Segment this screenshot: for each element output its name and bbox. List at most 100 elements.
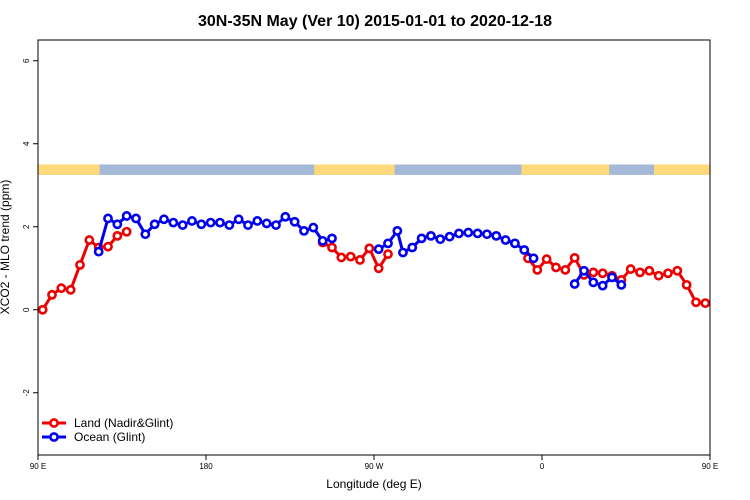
data-point: [364, 243, 375, 254]
data-point: [644, 265, 655, 276]
series-layer: [37, 211, 711, 315]
data-point: [47, 289, 57, 300]
data-point: [280, 211, 291, 222]
data-point: [140, 229, 151, 240]
land-segment: [38, 164, 100, 175]
data-point: [482, 229, 492, 240]
y-tick-label: -2: [22, 389, 31, 397]
data-point: [569, 252, 580, 263]
data-point: [317, 235, 328, 246]
data-point: [75, 260, 85, 270]
data-point: [454, 228, 464, 239]
data-point: [121, 211, 132, 221]
data-point: [327, 233, 337, 244]
data-point: [37, 304, 48, 315]
data-point: [65, 284, 76, 295]
y-tick-label: 4: [22, 141, 31, 146]
y-tick-label: 2: [22, 224, 31, 229]
legend: Land (Nadir&Glint)Ocean (Glint): [42, 416, 173, 444]
data-point: [528, 253, 539, 264]
data-point: [196, 219, 207, 230]
data-point: [383, 238, 393, 249]
data-point: [84, 235, 95, 245]
data-point: [588, 277, 599, 288]
data-point: [407, 242, 418, 253]
x-tick-label: 90 E: [702, 462, 718, 471]
data-point: [121, 226, 132, 237]
data-point: [672, 265, 683, 276]
data-point: [579, 265, 589, 276]
x-axis-label: Longitude (deg E): [326, 477, 421, 491]
data-point: [463, 227, 474, 238]
series-ocean: [93, 211, 627, 291]
data-point: [383, 249, 393, 260]
land-segment: [654, 164, 710, 175]
land-segment: [521, 164, 610, 175]
data-point: [289, 216, 300, 227]
series-land: [37, 226, 711, 315]
data-point: [112, 219, 123, 230]
data-point: [653, 270, 664, 281]
data-point: [500, 235, 511, 245]
data-point: [435, 234, 446, 245]
data-point: [215, 217, 225, 228]
data-point: [491, 230, 502, 241]
data-point: [597, 280, 608, 291]
data-point: [308, 222, 319, 233]
data-point: [252, 216, 263, 226]
data-point: [149, 219, 160, 230]
data-point: [131, 213, 141, 224]
data-point: [560, 265, 571, 275]
data-point: [510, 238, 520, 249]
x-tick-label: 90 W: [365, 462, 384, 471]
data-point: [691, 297, 701, 308]
data-point: [345, 251, 356, 262]
legend-label: Ocean (Glint): [74, 430, 145, 444]
data-point: [299, 225, 309, 236]
legend-marker: [49, 418, 59, 428]
data-point: [635, 267, 645, 278]
x-tick-label: 180: [199, 462, 213, 471]
data-point: [373, 244, 384, 255]
chart-title: 30N-35N May (Ver 10) 2015-01-01 to 2020-…: [198, 13, 552, 30]
data-point: [261, 218, 272, 229]
data-point: [392, 225, 403, 236]
data-point: [541, 254, 552, 265]
data-point: [607, 272, 617, 283]
data-point: [271, 220, 281, 230]
data-point: [472, 228, 483, 239]
data-point: [700, 298, 711, 309]
data-point: [416, 233, 427, 244]
data-point: [187, 216, 197, 226]
data-point: [103, 213, 113, 224]
data-point: [168, 217, 179, 228]
data-point: [588, 267, 599, 278]
data-point: [519, 245, 530, 255]
data-point: [103, 241, 113, 252]
data-point: [597, 268, 608, 279]
data-point: [243, 220, 253, 230]
y-tick-label: 6: [22, 58, 31, 63]
data-point: [444, 231, 455, 242]
y-axis: -2 0 2 4 6: [22, 58, 38, 396]
legend-marker: [49, 432, 59, 442]
data-point: [426, 230, 436, 241]
data-point: [224, 220, 235, 230]
land-ocean-strip: [38, 164, 710, 175]
data-point: [233, 214, 244, 225]
data-point: [93, 246, 104, 257]
data-point: [336, 252, 347, 263]
x-tick-label: 0: [540, 462, 545, 471]
data-point: [56, 283, 67, 294]
data-point: [625, 264, 636, 274]
data-point: [205, 217, 216, 228]
y-axis-label: XCO2 - MLO trend (ppm): [0, 180, 12, 315]
data-point: [373, 263, 384, 274]
data-point: [681, 279, 692, 290]
data-point: [159, 214, 169, 225]
data-point: [551, 262, 561, 273]
x-axis: 90 E 180 90 W 0 90 E: [30, 455, 718, 471]
data-point: [616, 279, 627, 290]
data-point: [112, 230, 123, 241]
data-point: [327, 242, 337, 253]
